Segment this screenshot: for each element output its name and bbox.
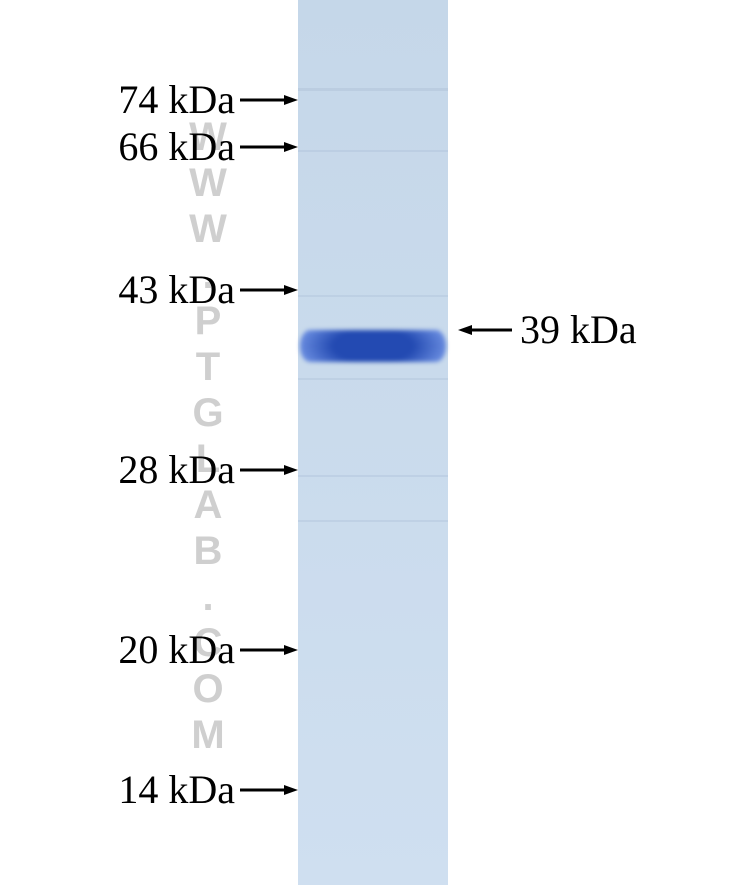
marker-label: 20 kDa xyxy=(118,626,235,673)
faint-band xyxy=(298,150,448,152)
gel-lane xyxy=(298,0,448,885)
band-size-label: 39 kDa xyxy=(520,306,637,353)
marker-label: 66 kDa xyxy=(118,123,235,170)
faint-band xyxy=(298,520,448,522)
marker-label: 43 kDa xyxy=(118,266,235,313)
marker-label: 14 kDa xyxy=(118,766,235,813)
protein-band-39kda xyxy=(300,330,446,362)
marker-arrow xyxy=(224,88,314,112)
gel-figure: WWW.PTGLAB.COM74 kDa66 kDa43 kDa28 kDa20… xyxy=(0,0,740,885)
marker-label: 74 kDa xyxy=(118,76,235,123)
marker-arrow xyxy=(224,135,314,159)
marker-arrow xyxy=(224,458,314,482)
faint-band xyxy=(298,295,448,297)
faint-band xyxy=(298,378,448,380)
faint-band xyxy=(298,88,448,91)
marker-arrow xyxy=(224,778,314,802)
marker-arrow xyxy=(224,638,314,662)
faint-band xyxy=(298,475,448,477)
marker-label: 28 kDa xyxy=(118,446,235,493)
marker-arrow xyxy=(224,278,314,302)
band-size-arrow xyxy=(442,318,528,342)
